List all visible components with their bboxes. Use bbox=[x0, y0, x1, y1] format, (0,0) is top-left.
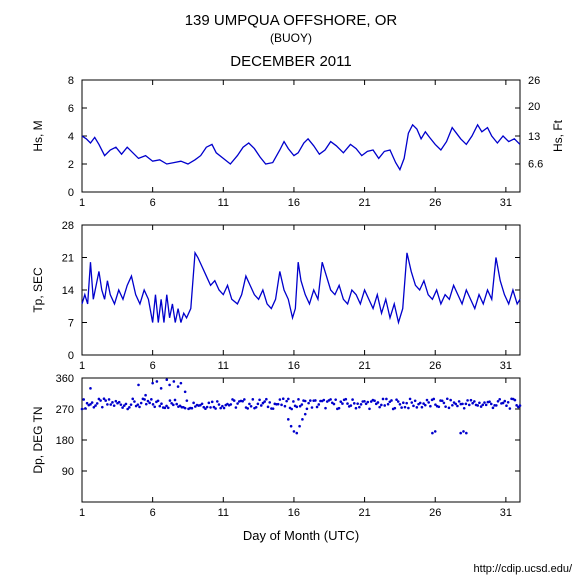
svg-text:16: 16 bbox=[288, 507, 300, 519]
svg-text:26: 26 bbox=[429, 197, 441, 209]
svg-text:Hs, M: Hs, M bbox=[31, 120, 45, 151]
svg-text:16: 16 bbox=[288, 360, 300, 372]
svg-text:270: 270 bbox=[56, 404, 74, 416]
svg-text:0: 0 bbox=[68, 350, 74, 362]
svg-text:8: 8 bbox=[68, 75, 74, 87]
svg-text:21: 21 bbox=[358, 360, 370, 372]
svg-text:21: 21 bbox=[62, 253, 74, 265]
svg-text:1: 1 bbox=[79, 197, 85, 209]
svg-text:31: 31 bbox=[500, 197, 512, 209]
svg-text:1: 1 bbox=[79, 507, 85, 519]
svg-text:6: 6 bbox=[150, 507, 156, 519]
svg-text:Day of Month (UTC): Day of Month (UTC) bbox=[243, 528, 359, 543]
svg-text:26: 26 bbox=[528, 75, 540, 87]
svg-text:Hs, Ft: Hs, Ft bbox=[551, 119, 565, 152]
svg-text:26: 26 bbox=[429, 507, 441, 519]
svg-text:11: 11 bbox=[218, 360, 229, 372]
svg-text:26: 26 bbox=[429, 360, 441, 372]
svg-text:360: 360 bbox=[56, 373, 74, 385]
svg-text:Tp, SEC: Tp, SEC bbox=[31, 267, 45, 313]
svg-text:16: 16 bbox=[288, 197, 300, 209]
svg-text:20: 20 bbox=[528, 101, 540, 113]
svg-text:Dp, DEG TN: Dp, DEG TN bbox=[31, 406, 45, 473]
svg-text:28: 28 bbox=[62, 220, 74, 232]
svg-text:11: 11 bbox=[218, 507, 229, 519]
svg-text:11: 11 bbox=[218, 197, 229, 209]
svg-text:6: 6 bbox=[68, 103, 74, 115]
svg-text:1: 1 bbox=[79, 360, 85, 372]
svg-text:13: 13 bbox=[528, 131, 540, 143]
svg-text:6: 6 bbox=[150, 360, 156, 372]
svg-text:31: 31 bbox=[500, 507, 512, 519]
svg-text:0: 0 bbox=[68, 187, 74, 199]
svg-text:6.6: 6.6 bbox=[528, 159, 543, 171]
timeseries-chart: 02468Hs, M6.6132026Hs, Ft161116212631071… bbox=[0, 0, 582, 581]
svg-text:2: 2 bbox=[68, 159, 74, 171]
svg-text:180: 180 bbox=[56, 435, 74, 447]
svg-text:14: 14 bbox=[62, 285, 74, 297]
svg-text:90: 90 bbox=[62, 466, 74, 478]
svg-text:21: 21 bbox=[358, 507, 370, 519]
svg-text:4: 4 bbox=[68, 131, 74, 143]
svg-text:7: 7 bbox=[68, 318, 74, 330]
svg-text:6: 6 bbox=[150, 197, 156, 209]
svg-text:31: 31 bbox=[500, 360, 512, 372]
source-url: http://cdip.ucsd.edu/ bbox=[474, 563, 572, 575]
svg-text:21: 21 bbox=[358, 197, 370, 209]
